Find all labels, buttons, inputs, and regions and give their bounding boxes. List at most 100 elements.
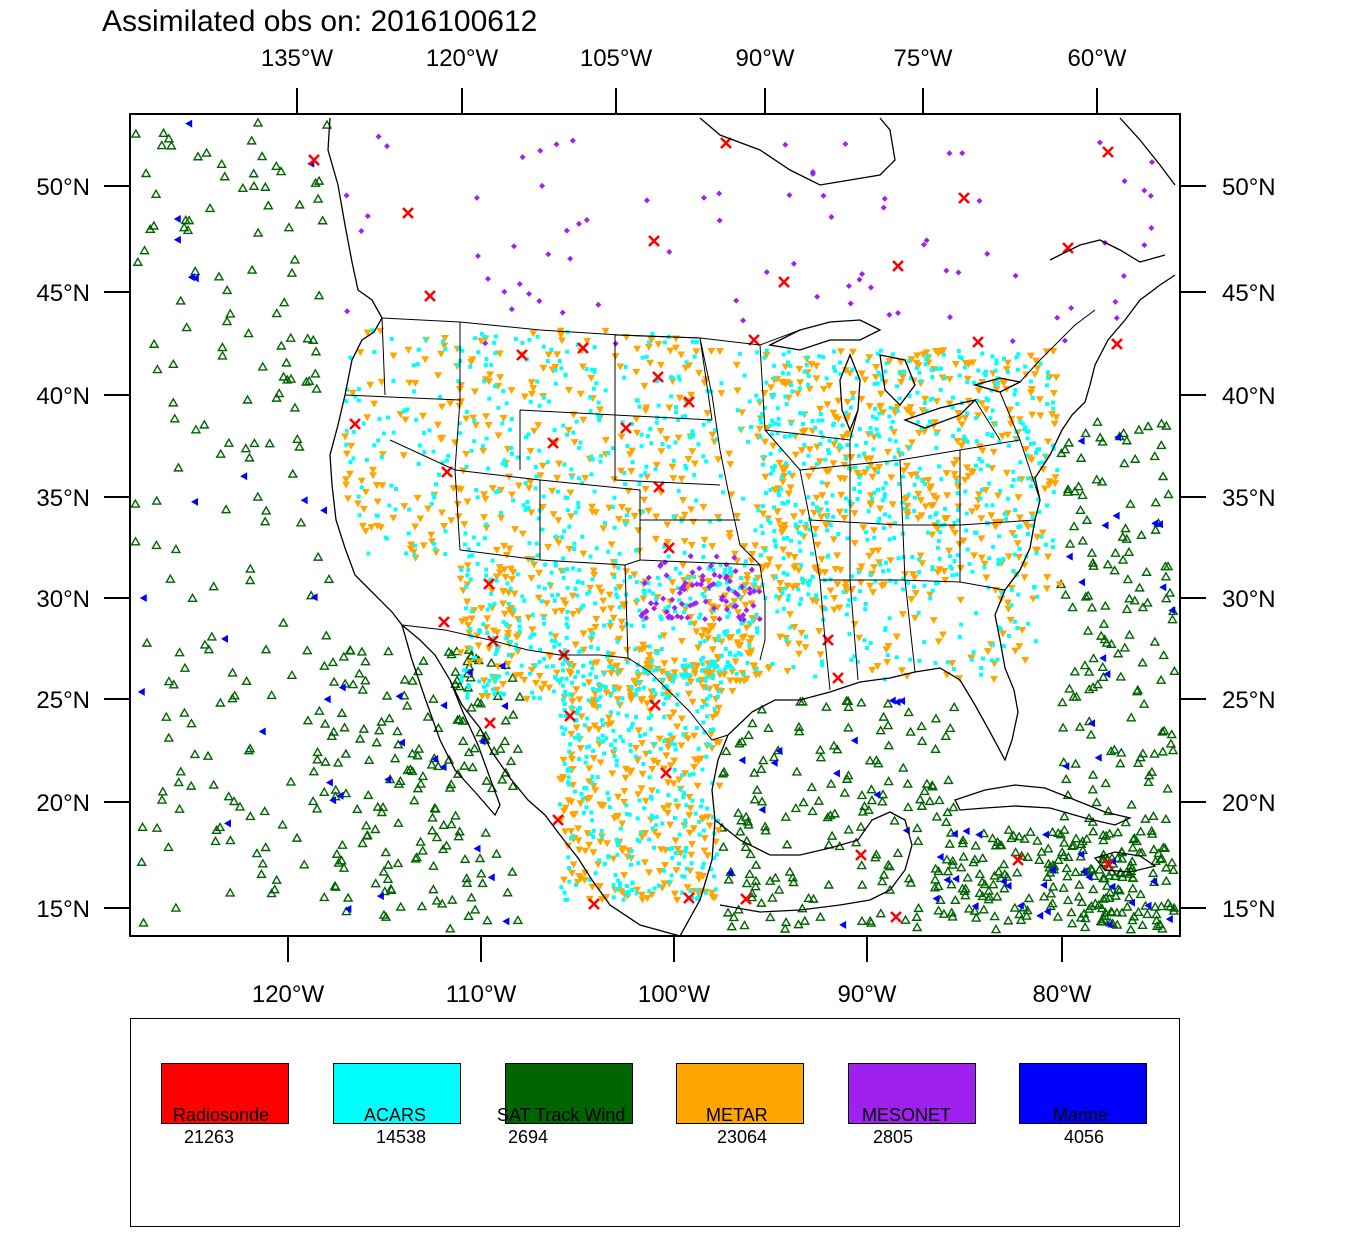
acars-marker xyxy=(542,656,547,661)
acars-marker xyxy=(701,454,706,459)
metar-marker xyxy=(495,569,504,577)
acars-marker xyxy=(758,553,763,558)
acars-marker xyxy=(986,398,991,403)
acars-marker xyxy=(747,399,752,404)
acars-marker xyxy=(640,355,645,360)
acars-marker xyxy=(843,456,848,461)
acars-marker xyxy=(886,568,891,573)
metar-marker xyxy=(715,348,724,356)
metar-marker xyxy=(554,539,563,547)
acars-marker xyxy=(662,544,667,549)
acars-marker xyxy=(1022,427,1027,432)
sat-track-wind-marker xyxy=(1098,671,1109,681)
acars-marker xyxy=(806,382,811,387)
acars-marker xyxy=(427,428,432,433)
sat-track-wind-marker xyxy=(823,879,834,889)
acars-marker xyxy=(1015,401,1020,406)
acars-marker xyxy=(580,534,585,539)
sat-track-wind-marker xyxy=(1074,721,1086,731)
metar-marker xyxy=(492,546,501,554)
sat-track-wind-marker xyxy=(1164,587,1176,597)
metar-marker xyxy=(416,515,425,523)
metar-marker xyxy=(627,696,636,704)
acars-marker xyxy=(793,502,798,507)
metar-marker xyxy=(660,880,669,888)
sat-track-wind-marker xyxy=(946,879,957,889)
sat-track-wind-marker xyxy=(1055,829,1067,839)
sat-track-wind-marker xyxy=(798,797,809,807)
sat-track-wind-marker xyxy=(475,698,487,708)
acars-marker xyxy=(588,395,593,400)
metar-marker xyxy=(457,382,466,390)
acars-marker xyxy=(467,626,472,631)
acars-marker xyxy=(565,768,570,773)
acars-marker xyxy=(893,580,898,585)
acars-marker xyxy=(854,443,859,448)
acars-marker xyxy=(639,473,644,478)
sat-track-wind-marker xyxy=(958,851,969,861)
acars-marker xyxy=(711,673,716,678)
metar-marker xyxy=(585,778,594,786)
metar-marker xyxy=(866,582,875,590)
acars-marker xyxy=(900,474,905,479)
sat-track-wind-marker xyxy=(756,763,767,774)
sat-track-wind-marker xyxy=(749,794,760,804)
acars-marker xyxy=(889,425,894,430)
acars-marker xyxy=(1025,532,1030,537)
acars-marker xyxy=(530,613,535,618)
acars-marker xyxy=(635,597,640,602)
sat-track-wind-marker xyxy=(756,796,768,806)
metar-marker xyxy=(1035,396,1044,404)
acars-marker xyxy=(597,415,602,420)
acars-marker xyxy=(601,739,606,744)
acars-marker xyxy=(682,414,687,419)
metar-marker xyxy=(903,462,912,470)
metar-marker xyxy=(367,523,376,531)
metar-marker xyxy=(493,629,502,637)
metar-marker xyxy=(400,503,409,511)
sat-track-wind-marker xyxy=(246,264,258,274)
acars-marker xyxy=(464,409,469,414)
acars-marker xyxy=(880,377,885,382)
metar-marker xyxy=(1052,374,1061,382)
acars-marker xyxy=(789,538,794,543)
acars-marker xyxy=(855,659,860,664)
metar-marker xyxy=(791,562,800,570)
metar-marker xyxy=(712,683,721,691)
sat-track-wind-marker xyxy=(1069,486,1081,496)
sat-track-wind-marker xyxy=(259,516,271,526)
sat-track-wind-marker xyxy=(477,878,488,888)
metar-marker xyxy=(945,400,954,408)
acars-marker xyxy=(724,664,729,669)
sat-track-wind-marker xyxy=(1123,546,1135,557)
sat-track-wind-marker xyxy=(264,438,275,448)
mesonet-marker xyxy=(740,616,747,623)
mesonet-marker xyxy=(474,253,481,260)
metar-marker xyxy=(606,623,615,631)
sat-track-wind-marker xyxy=(211,824,222,835)
acars-marker xyxy=(926,530,931,535)
acars-marker xyxy=(737,586,742,591)
sat-track-wind-marker xyxy=(453,831,464,841)
sat-track-wind-marker xyxy=(217,350,228,360)
acars-marker xyxy=(1006,370,1011,375)
acars-marker xyxy=(484,436,489,441)
acars-marker xyxy=(553,639,558,644)
acars-marker xyxy=(634,688,639,693)
acars-marker xyxy=(404,551,409,556)
acars-marker xyxy=(924,408,929,413)
sat-track-wind-marker xyxy=(1121,533,1132,543)
acars-marker xyxy=(495,644,500,649)
metar-marker xyxy=(456,486,465,494)
sat-track-wind-marker xyxy=(1003,915,1014,925)
acars-marker xyxy=(719,653,724,658)
metar-marker xyxy=(717,390,726,398)
mesonet-marker xyxy=(678,614,685,621)
acars-marker xyxy=(501,692,506,697)
metar-marker xyxy=(568,765,577,773)
acars-marker xyxy=(634,580,639,585)
metar-marker xyxy=(780,473,789,481)
acars-marker xyxy=(681,732,686,737)
acars-marker xyxy=(644,354,649,359)
marine-marker xyxy=(936,853,944,862)
